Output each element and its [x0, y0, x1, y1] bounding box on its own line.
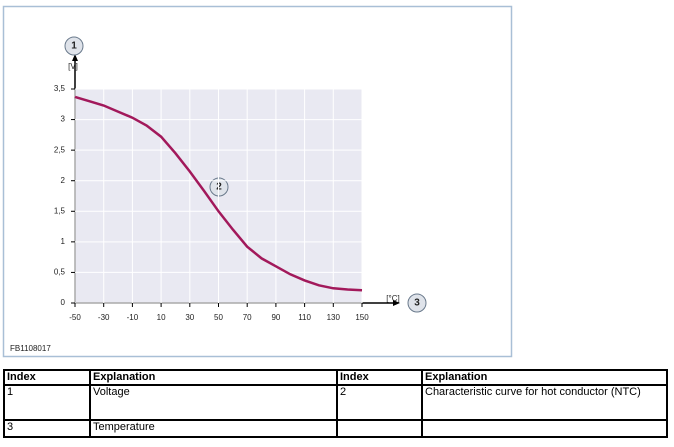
table-header: Index Explanation Index Explanation	[3, 369, 668, 386]
table-row: 1 Voltage 2 Characteristic curve for hot…	[3, 384, 668, 421]
cell: Voltage	[89, 384, 338, 421]
x-tick-label: -50	[69, 313, 81, 322]
x-tick-label: 150	[355, 313, 369, 322]
callout-label: 1	[71, 41, 77, 52]
y-tick-label: 0	[61, 298, 66, 307]
y-tick-label: 0,5	[54, 268, 66, 277]
x-tick-label: -30	[98, 313, 110, 322]
x-tick-label: -10	[127, 313, 139, 322]
y-tick-label: 3,5	[54, 84, 66, 93]
figure: 1 [V] 2 3 [°C] FB1108017 0 0,5 1 1,5 2 2,5 3 3,…	[2, 5, 513, 358]
callout-label: 2	[216, 182, 222, 193]
header-cell: Explanation	[89, 369, 338, 386]
x-tick-label: 50	[214, 313, 223, 322]
header-cell: Index	[336, 369, 423, 386]
cell	[336, 419, 423, 438]
cell: 2	[336, 384, 423, 421]
y-unit: [V]	[68, 62, 78, 71]
header-cell: Index	[3, 369, 91, 386]
x-arrow	[393, 300, 400, 306]
cell: 3	[3, 419, 91, 438]
legend-table: Index Explanation Index Explanation 1 Vo…	[3, 369, 668, 438]
callout-label: 3	[414, 298, 420, 309]
cell: Characteristic curve for hot conductor (…	[421, 384, 668, 421]
curve	[74, 95, 363, 292]
cell: 1	[3, 384, 91, 421]
x-tick-label: 130	[327, 313, 341, 322]
table-row: 3 Temperature	[3, 419, 668, 438]
x-tick-label: 30	[185, 313, 194, 322]
x-tick-label: 110	[298, 313, 311, 322]
grid	[74, 88, 363, 304]
cell: Temperature	[89, 419, 338, 438]
y-arrow	[72, 54, 78, 61]
x-tick-label: 90	[271, 313, 280, 322]
header-cell: Explanation	[421, 369, 668, 386]
cell	[421, 419, 668, 438]
x-unit: [°C]	[386, 294, 399, 303]
y-tick-label: 1,5	[54, 206, 66, 215]
y-tick-label: 3	[61, 115, 66, 124]
y-tick-label: 1	[61, 237, 66, 246]
x-tick-label: 70	[243, 313, 252, 322]
y-tick-label: 2	[61, 176, 66, 185]
y-tick-label: 2,5	[54, 145, 66, 154]
x-tick-label: 10	[157, 313, 166, 322]
figure-id: FB1108017	[10, 344, 51, 353]
callout	[407, 293, 427, 313]
callout	[64, 36, 84, 56]
